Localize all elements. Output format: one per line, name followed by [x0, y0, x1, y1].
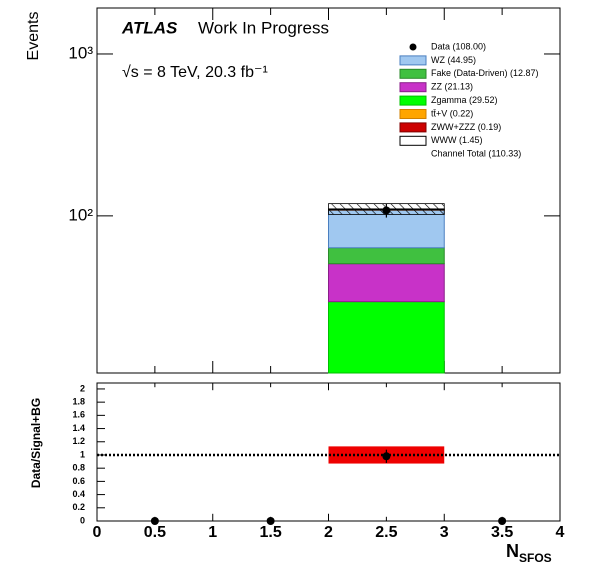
ratio-y-tick-label: 0.8 — [72, 463, 85, 473]
data-point — [382, 206, 391, 215]
legend-swatch — [399, 109, 427, 119]
x-tick-label: 1 — [208, 524, 217, 541]
stack-segment — [328, 247, 445, 265]
ratio-point — [266, 517, 275, 525]
legend-label: Zgamma (29.52) — [431, 95, 498, 105]
x-tick-label: 1.5 — [260, 524, 282, 541]
x-tick-label: 0 — [93, 524, 102, 541]
ratio-y-tick-label: 0.6 — [72, 476, 85, 486]
ratio-y-tick-label: 1.6 — [72, 410, 85, 420]
legend-swatch — [399, 68, 427, 79]
x-tick-label: 3.5 — [491, 524, 513, 541]
legend-label: ZWW+ZZZ (0.19) — [431, 122, 501, 132]
legend-total: Channel Total (110.33) — [431, 148, 521, 158]
stack-segment — [328, 301, 445, 374]
x-tick-label: 2.5 — [375, 524, 397, 541]
legend-swatch — [399, 95, 427, 106]
ratio-y-tick-label: 0.4 — [72, 489, 85, 499]
legend-swatch — [399, 122, 427, 133]
legend-swatch — [399, 135, 427, 146]
x-tick-label: 3 — [440, 524, 449, 541]
ratio-point — [150, 517, 159, 525]
x-axis-label-sub: SFOS — [519, 551, 552, 565]
x-axis-label: N — [506, 541, 519, 561]
legend-label: Data (108.00) — [431, 41, 486, 51]
ratio-y-tick-label: 1.4 — [72, 423, 85, 433]
legend-label: tt̄+V (0.22) — [431, 108, 473, 118]
stack-segment — [328, 263, 445, 303]
y-axis-label: Events — [25, 12, 42, 61]
legend-swatch — [399, 82, 427, 93]
ratio-point — [498, 517, 507, 525]
legend-marker — [409, 43, 417, 51]
ratio-y-tick-label: 0 — [80, 515, 85, 525]
legend-label: Fake (Data-Driven) (12.87) — [431, 68, 539, 78]
ratio-y-axis-label: Data/Signal+BG — [29, 398, 43, 488]
ratio-y-tick-label: 1 — [80, 449, 85, 459]
x-tick-label: 4 — [556, 524, 565, 541]
x-tick-label: 2 — [324, 524, 333, 541]
x-tick-label: 0.5 — [144, 524, 166, 541]
ratio-y-tick-label: 1.2 — [72, 436, 85, 446]
y-tick-label: 10³ — [68, 43, 93, 62]
legend-label: WZ (44.95) — [431, 55, 476, 65]
ratio-point — [382, 452, 391, 461]
ratio-y-tick-label: 2 — [80, 383, 85, 393]
ratio-y-tick-label: 0.2 — [72, 502, 85, 512]
status-label: Work In Progress — [198, 18, 329, 37]
legend-swatch — [399, 55, 427, 66]
atlas-label: ATLAS — [121, 18, 178, 37]
ratio-y-tick-label: 1.8 — [72, 397, 85, 407]
legend-label: ZZ (21.13) — [431, 82, 473, 92]
legend-label: WWW (1.45) — [431, 135, 483, 145]
energy-label: √s = 8 TeV, 20.3 fb⁻¹ — [122, 64, 268, 81]
y-tick-label: 10² — [68, 205, 93, 224]
